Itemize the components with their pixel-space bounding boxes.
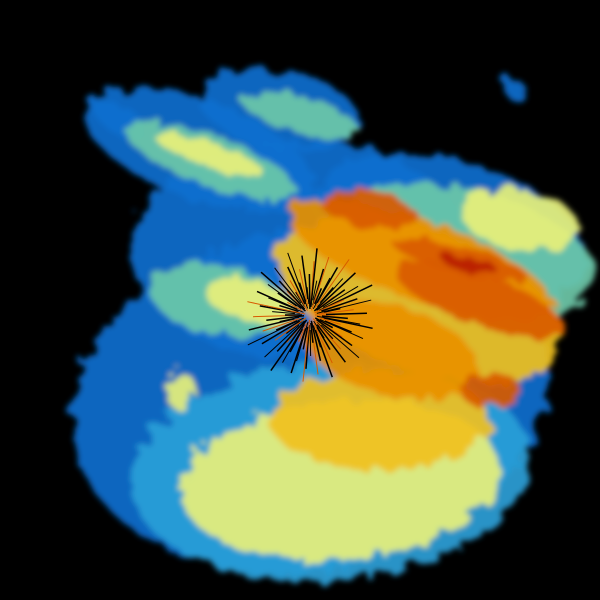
clutter-streak [268,297,304,313]
clutter-streak [308,273,311,310]
clutter-streak [319,319,364,340]
clutter-streak [248,318,295,331]
clutter-streak [261,320,301,345]
clutter-streak [279,316,300,322]
clutter-streak [274,267,302,304]
clutter-streak [324,320,352,333]
ground-clutter-center [247,248,373,382]
clutter-streak [289,280,308,311]
clutter-streak [314,288,323,305]
clutter-streak [301,255,309,300]
clutter-streak [319,287,334,304]
echo-cell [502,78,528,102]
clutter-streak [264,324,300,358]
clutter-streak [316,326,331,351]
clutter-streak [321,315,348,320]
clutter-streak [314,317,334,329]
clutter-streak [275,320,298,331]
clutter-streak [311,256,330,311]
clutter-streak [322,285,359,308]
clutter-streak [313,272,356,312]
clutter-streak [312,280,318,301]
clutter-streak [299,269,309,307]
echo-cell [440,254,500,276]
clutter-streak [276,320,306,352]
clutter-streak [312,325,321,348]
echo-cell [166,370,194,410]
clutter-streak [314,329,333,378]
clutter-streak [298,282,307,302]
clutter-streak [318,284,373,312]
clutter-streak [310,322,314,343]
clutter-streak [316,289,346,311]
clutter-streak [247,301,306,315]
clutter-streak [325,312,367,316]
clutter-streak [316,324,346,363]
clutter-streak [259,305,301,314]
clutter-streak [310,320,322,361]
clutter-streak [313,322,333,364]
clutter-streak [302,319,310,382]
clutter-streak [316,319,353,347]
clutter-streak [320,324,360,359]
clutter-streak [323,317,373,330]
clutter-streak [323,307,341,313]
clutter-streak [310,248,318,308]
clutter-streak [267,284,302,309]
clutter-streak [302,326,309,350]
echo-layer [71,68,597,581]
echo-cell [460,372,520,408]
echo-cell [302,300,478,400]
clutter-streak [282,324,305,363]
clutter-streak [305,324,310,369]
clutter-streak [277,292,298,307]
clutter-streak [256,290,298,310]
clutter-streak [314,259,350,308]
clutter-streak [279,304,299,313]
clutter-streak [274,317,307,341]
clutter-streak [262,317,302,332]
clutter-streak [287,301,303,312]
echo-cell [460,188,580,252]
clutter-streak [278,280,306,310]
echo-cell [394,261,566,339]
echo-cell [153,131,267,179]
clutter-streak [296,321,309,362]
clutter-streak [266,314,305,321]
clutter-streak [298,323,307,342]
clutter-streak [316,278,344,308]
clutter-streak [318,309,354,315]
clutter-streak [321,298,358,312]
echo-cell [241,91,359,139]
clutter-streak [318,317,341,325]
clutter-streak [306,287,310,305]
clutter-streak [316,266,339,304]
clutter-streak [289,328,304,353]
clutter-streak [270,319,308,372]
clutter-streak [260,271,306,312]
clutter-streak [314,299,345,314]
clutter-streak [312,318,342,350]
clutter-streak [272,311,296,315]
clutter-streak [287,266,306,305]
echo-cell [320,190,420,230]
clutter-streak [290,328,307,374]
